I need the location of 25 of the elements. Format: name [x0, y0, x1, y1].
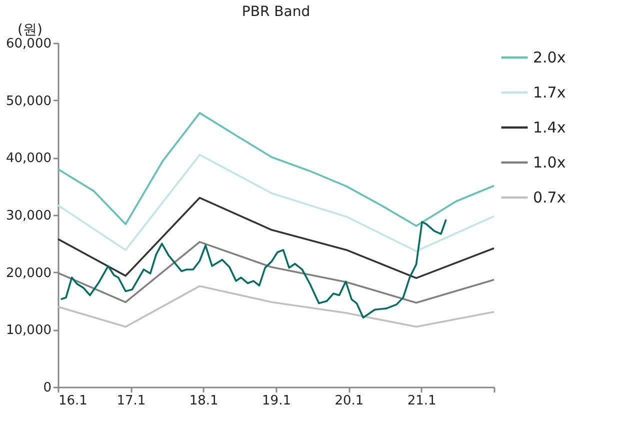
line-series	[57, 154, 495, 252]
line-series	[60, 218, 447, 319]
line-series	[57, 285, 495, 328]
legend-label: 2.0x	[533, 48, 566, 66]
y-tick-label: 10,000	[6, 323, 52, 338]
x-tick-label: 20.1	[334, 394, 364, 408]
x-tick-label: 17.1	[116, 394, 146, 408]
y-tick-label: 0	[43, 380, 52, 396]
legend-label: 1.0x	[533, 154, 566, 172]
y-tick-label: 60,000	[6, 36, 52, 52]
legend-label: 1.4x	[533, 118, 566, 136]
line-series	[57, 196, 495, 279]
chart-title: PBR Band	[242, 4, 310, 20]
line-series	[57, 112, 495, 227]
x-tick-label: 16.1	[58, 394, 88, 408]
y-tick-label: 20,000	[6, 266, 52, 281]
x-tick-label: 19.1	[262, 394, 291, 408]
y-tick-label: 40,000	[6, 151, 52, 166]
y-tick-label: 50,000	[6, 94, 52, 109]
x-tick-label: 21.1	[407, 394, 436, 408]
y-axis-title: (원)	[18, 22, 42, 38]
legend-label: 0.7x	[533, 188, 566, 206]
y-tick-label: 30,000	[6, 208, 52, 224]
legend-label: 1.7x	[533, 84, 566, 102]
x-tick-label: 18.1	[189, 394, 218, 408]
